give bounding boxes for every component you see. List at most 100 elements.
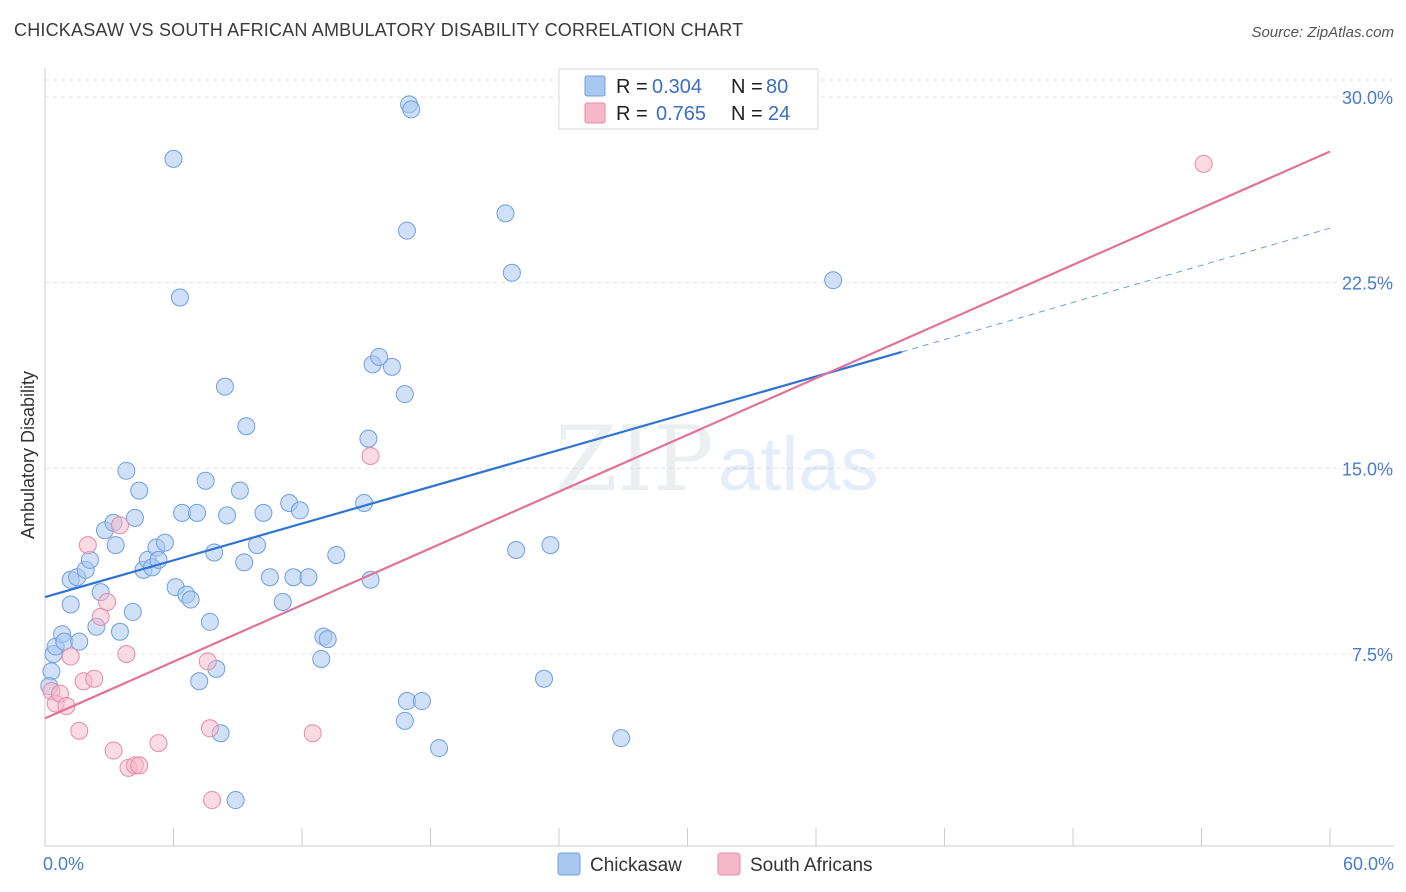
- chickasaw-trend-line: [44, 350, 902, 599]
- south-africans-point: [110, 516, 129, 535]
- chickasaw-point: [218, 506, 237, 525]
- chickasaw-point: [327, 545, 346, 564]
- chickasaw-point: [397, 692, 416, 711]
- legend-n-label-2: N =: [731, 103, 763, 125]
- chickasaw-point: [70, 632, 89, 651]
- trend-lines: [44, 150, 1331, 720]
- tick-labels: 7.5% 15.0% 22.5% 30.0% 0.0% 60.0%: [43, 88, 1394, 874]
- chickasaw-point: [370, 347, 389, 366]
- legend-r-value-2: 0.765: [656, 103, 706, 125]
- south-africans-point: [61, 647, 80, 666]
- chickasaw-trend-extension: [901, 227, 1331, 353]
- chickasaw-point: [824, 271, 843, 290]
- chickasaw-point: [173, 503, 192, 522]
- legend-n-value-1: 80: [766, 76, 788, 98]
- chickasaw-point: [284, 568, 303, 587]
- chickasaw-point: [254, 503, 273, 522]
- chickasaw-point: [235, 553, 254, 572]
- south-africans-point: [361, 446, 380, 465]
- chickasaw-point: [397, 221, 416, 240]
- x-tick-label: 0.0%: [43, 854, 84, 874]
- chickasaw-point: [110, 622, 129, 641]
- watermark: ZIP atlas: [555, 407, 879, 512]
- chickasaw-point: [215, 377, 234, 396]
- chickasaw-point: [226, 791, 245, 810]
- legend-r-value-1: 0.304: [652, 76, 702, 98]
- chickasaw-point: [318, 630, 337, 649]
- legend-r-label-2: R =: [616, 103, 648, 125]
- chickasaw-point: [170, 288, 189, 307]
- chickasaw-point: [412, 692, 431, 711]
- south-africans-point: [117, 645, 136, 663]
- chickasaw-point: [155, 533, 174, 552]
- chickasaw-point: [130, 481, 149, 500]
- watermark-atlas: atlas: [718, 422, 879, 507]
- chickasaw-point: [117, 461, 136, 480]
- chickasaw-point: [290, 501, 309, 520]
- chickasaw-point: [61, 595, 80, 614]
- y-tick-label: 15.0%: [1342, 459, 1393, 479]
- south-africans-point: [203, 791, 222, 810]
- chickasaw-point: [395, 385, 414, 404]
- south-africans-point: [91, 607, 110, 626]
- south-africans-point: [70, 721, 89, 740]
- chart-title: CHICKASAW VS SOUTH AFRICAN AMBULATORY DI…: [14, 20, 744, 40]
- chickasaw-point: [502, 263, 521, 282]
- south-africans-point: [198, 652, 217, 671]
- y-axis-label: Ambulatory Disability: [18, 371, 38, 539]
- chickasaw-point: [125, 508, 144, 527]
- chickasaw-point: [402, 100, 421, 119]
- legend-n-value-2: 24: [768, 103, 790, 125]
- chickasaw-point: [612, 729, 631, 748]
- south-africans-point: [78, 536, 97, 555]
- chickasaw-point: [312, 649, 331, 668]
- bottom-legend-south-africans: South Africans: [750, 855, 873, 876]
- chickasaw-point: [535, 669, 554, 688]
- chickasaw-point: [200, 612, 219, 631]
- chickasaw-point: [230, 481, 249, 500]
- chickasaw-point: [496, 204, 515, 223]
- chickasaw-point: [164, 149, 183, 168]
- correlation-legend: R = 0.304 N = 80 R = 0.765 N = 24: [558, 68, 819, 130]
- chickasaw-point: [382, 357, 401, 376]
- chickasaw-point: [106, 536, 125, 555]
- chickasaw-point: [541, 536, 560, 555]
- south-africans-point: [85, 669, 104, 688]
- south-africans-point: [303, 724, 322, 743]
- south-africans-point: [98, 593, 117, 612]
- chickasaw-point: [395, 711, 414, 730]
- chickasaw-point: [273, 593, 292, 612]
- bottom-legend-swatch-south-africans: [717, 852, 741, 876]
- chickasaw-point: [299, 568, 318, 587]
- legend-r-label-1: R =: [616, 76, 648, 98]
- y-tick-label: 22.5%: [1342, 274, 1393, 294]
- south-africans-points: [42, 154, 1213, 810]
- source-label: Source: ZipAtlas.com: [1251, 24, 1394, 41]
- y-tick-label: 7.5%: [1352, 645, 1393, 665]
- chickasaw-point: [430, 739, 449, 758]
- chickasaw-point: [196, 471, 215, 490]
- chickasaw-point: [80, 550, 99, 569]
- bottom-legend-chickasaw: Chickasaw: [590, 855, 682, 876]
- series-legend: Chickasaw South Africans: [557, 852, 873, 876]
- y-tick-label: 30.0%: [1342, 88, 1393, 108]
- chickasaw-point: [507, 541, 526, 560]
- south-africans-trend-line: [44, 150, 1331, 720]
- south-africans-point: [200, 719, 219, 738]
- x-tick-label: 60.0%: [1343, 854, 1394, 874]
- south-africans-point: [104, 741, 123, 760]
- chickasaw-point: [123, 602, 142, 621]
- chickasaw-point: [237, 417, 256, 436]
- chickasaw-point: [359, 429, 378, 448]
- chickasaw-point: [181, 590, 200, 609]
- legend-swatch-chickasaw: [584, 75, 606, 97]
- south-africans-point: [1194, 154, 1213, 173]
- south-africans-point: [149, 734, 168, 753]
- chickasaw-point: [42, 662, 61, 681]
- chickasaw-point: [260, 568, 279, 587]
- chickasaw-point: [188, 503, 207, 522]
- axes: [44, 68, 1394, 847]
- chickasaw-point: [190, 672, 209, 691]
- legend-n-label-1: N =: [731, 76, 763, 98]
